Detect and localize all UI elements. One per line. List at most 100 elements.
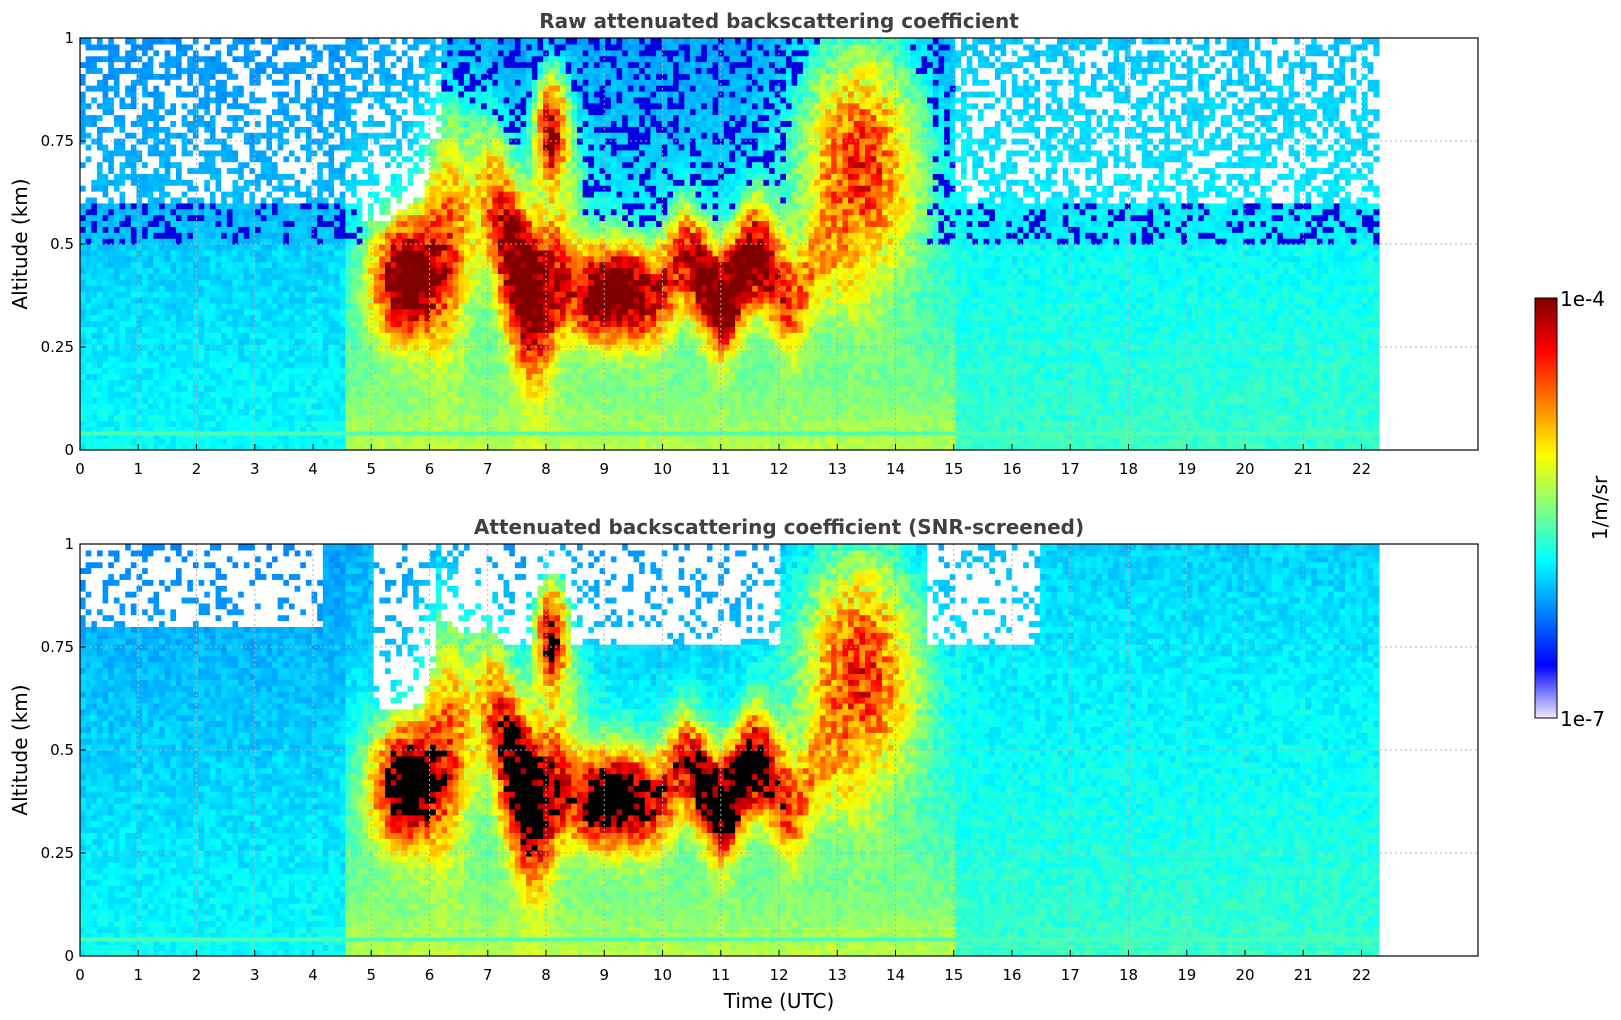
heat-cell — [447, 285, 454, 292]
heat-cell — [260, 114, 267, 121]
heat-cell — [345, 296, 352, 304]
heat-cell — [119, 96, 126, 104]
heat-cell — [396, 391, 403, 398]
heat-cell — [345, 279, 352, 286]
heat-cell — [351, 96, 358, 104]
heat-cell — [119, 49, 126, 57]
heat-cell — [272, 67, 279, 74]
heat-cell — [147, 85, 155, 92]
heat-cell — [102, 202, 109, 210]
heat-cell — [390, 349, 397, 357]
heat-cell — [243, 55, 251, 63]
heat-cell — [255, 291, 262, 298]
heat-cell — [142, 385, 149, 392]
heat-cell — [305, 214, 313, 222]
heat-cell — [288, 161, 296, 169]
heat-cell — [430, 391, 437, 398]
heat-cell — [334, 426, 341, 433]
heat-cell — [238, 320, 245, 327]
heat-cell — [328, 249, 335, 257]
heat-cell — [176, 255, 183, 263]
heat-cell — [311, 102, 318, 110]
heat-cell — [108, 361, 115, 369]
heat-cell — [356, 90, 363, 98]
heat-cell — [232, 338, 239, 345]
heat-cell — [401, 202, 409, 210]
heat-cell — [345, 79, 352, 86]
heat-cell — [153, 414, 160, 422]
heat-cell — [130, 167, 138, 174]
heat-cell — [407, 49, 414, 57]
heat-cell — [272, 349, 279, 357]
heat-cell — [187, 391, 194, 398]
heat-cell — [401, 96, 409, 104]
heat-cell — [317, 49, 324, 57]
heat-cell — [413, 385, 420, 392]
heat-cell — [464, 96, 471, 104]
heat-cell — [176, 179, 183, 186]
heat-cell — [311, 408, 318, 416]
heat-cell — [192, 238, 200, 245]
heat-cell — [221, 132, 228, 139]
heat-cell — [226, 85, 234, 92]
heat-cell — [458, 438, 465, 445]
heat-cell — [334, 320, 341, 327]
heat-cell — [187, 426, 194, 433]
heat-cell — [238, 267, 245, 275]
heat-cell — [91, 397, 98, 404]
heat-cell — [418, 191, 426, 198]
heat-cell — [85, 196, 92, 204]
heat-cell — [159, 226, 166, 233]
heat-cell — [181, 285, 188, 292]
heat-cell — [108, 61, 115, 69]
heat-cell — [102, 226, 109, 233]
heat-cell — [305, 373, 313, 380]
heat-cell — [142, 185, 149, 192]
heat-cell — [430, 255, 437, 263]
heat-cell — [159, 214, 166, 222]
heat-cell — [102, 143, 109, 151]
heat-cell — [458, 314, 465, 322]
heat-cell — [249, 179, 256, 186]
heat-cell — [362, 220, 369, 227]
heat-cell — [356, 114, 363, 121]
heat-cell — [226, 408, 234, 416]
heat-cell — [373, 96, 380, 104]
heat-cell — [102, 244, 109, 251]
heat-cell — [390, 126, 397, 133]
heat-cell — [475, 149, 482, 157]
heat-cell — [396, 255, 403, 263]
heat-cell — [249, 261, 256, 269]
heat-cell — [221, 191, 228, 198]
heat-cell — [435, 90, 443, 98]
heat-cell — [294, 414, 301, 422]
heat-cell — [170, 191, 177, 198]
heat-cell — [204, 85, 211, 92]
heat-cell — [136, 202, 143, 210]
heat-cell — [232, 255, 239, 263]
heat-cell — [159, 167, 166, 174]
heat-cell — [373, 90, 380, 98]
heat-cell — [362, 96, 369, 104]
heat-cell — [379, 302, 386, 310]
heat-cell — [294, 49, 301, 57]
heat-cell — [345, 367, 352, 375]
heat-cell — [390, 143, 397, 151]
heat-cell — [136, 414, 143, 422]
heat-cell — [243, 355, 251, 363]
heat-cell — [187, 408, 194, 416]
heat-cell — [136, 344, 143, 351]
heat-cell — [181, 308, 188, 316]
heat-cell — [80, 414, 87, 422]
heat-cell — [130, 126, 138, 133]
heat-cell — [226, 167, 234, 174]
heat-cell — [91, 349, 98, 357]
heat-cell — [317, 367, 324, 375]
heat-cell — [413, 220, 420, 227]
heat-cell — [232, 373, 239, 380]
heat-cell — [209, 420, 217, 428]
heat-cell — [187, 273, 194, 280]
heat-cell — [272, 155, 279, 163]
heat-cell — [142, 49, 149, 57]
heat-cell — [96, 61, 104, 69]
